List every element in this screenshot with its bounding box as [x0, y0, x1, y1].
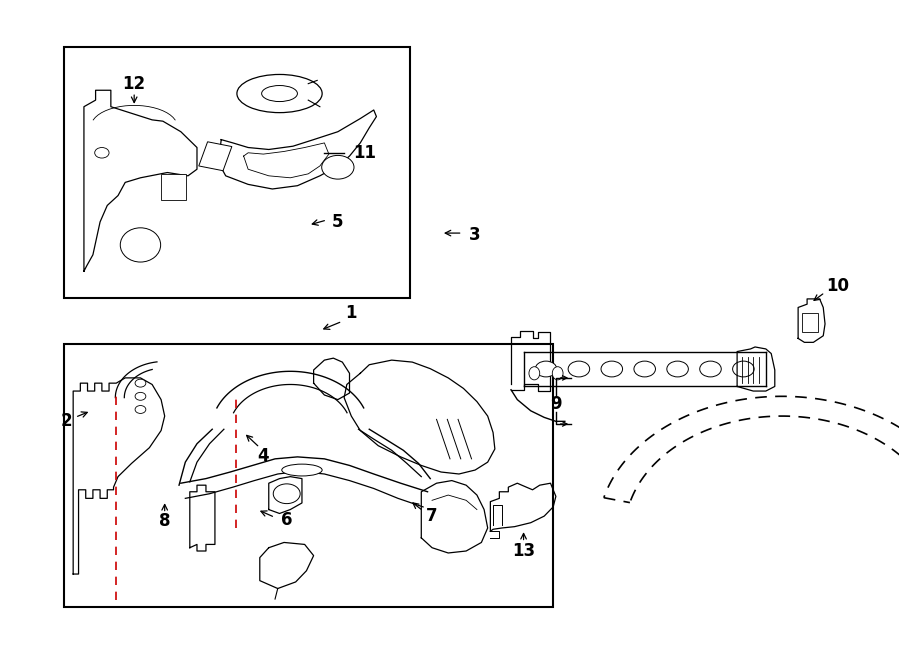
- Text: 1: 1: [346, 304, 357, 323]
- Text: 9: 9: [550, 395, 562, 413]
- Ellipse shape: [553, 367, 563, 380]
- Text: 3: 3: [469, 226, 481, 244]
- Text: 5: 5: [332, 213, 344, 231]
- Text: 8: 8: [159, 512, 170, 530]
- Ellipse shape: [262, 85, 297, 102]
- Text: 2: 2: [60, 412, 72, 430]
- Circle shape: [274, 484, 301, 504]
- Ellipse shape: [282, 464, 322, 476]
- Circle shape: [601, 361, 623, 377]
- Circle shape: [634, 361, 655, 377]
- Text: 13: 13: [512, 542, 535, 560]
- Polygon shape: [190, 485, 215, 551]
- Ellipse shape: [529, 367, 540, 380]
- Text: 7: 7: [427, 507, 438, 525]
- Circle shape: [321, 155, 354, 179]
- Circle shape: [699, 361, 721, 377]
- Circle shape: [667, 361, 688, 377]
- Circle shape: [94, 147, 109, 158]
- Bar: [64, 48, 410, 297]
- Bar: [161, 174, 186, 200]
- Bar: [802, 313, 818, 332]
- Text: 4: 4: [257, 447, 269, 465]
- Bar: [64, 344, 554, 607]
- Text: 11: 11: [354, 144, 376, 162]
- Circle shape: [536, 361, 557, 377]
- Text: 12: 12: [122, 75, 146, 93]
- Ellipse shape: [237, 75, 322, 112]
- Circle shape: [135, 406, 146, 413]
- Text: 10: 10: [826, 277, 849, 295]
- Ellipse shape: [121, 228, 160, 262]
- Circle shape: [568, 361, 590, 377]
- Circle shape: [135, 379, 146, 387]
- Circle shape: [733, 361, 754, 377]
- Circle shape: [135, 393, 146, 401]
- Bar: [199, 141, 232, 171]
- Text: 6: 6: [281, 511, 292, 529]
